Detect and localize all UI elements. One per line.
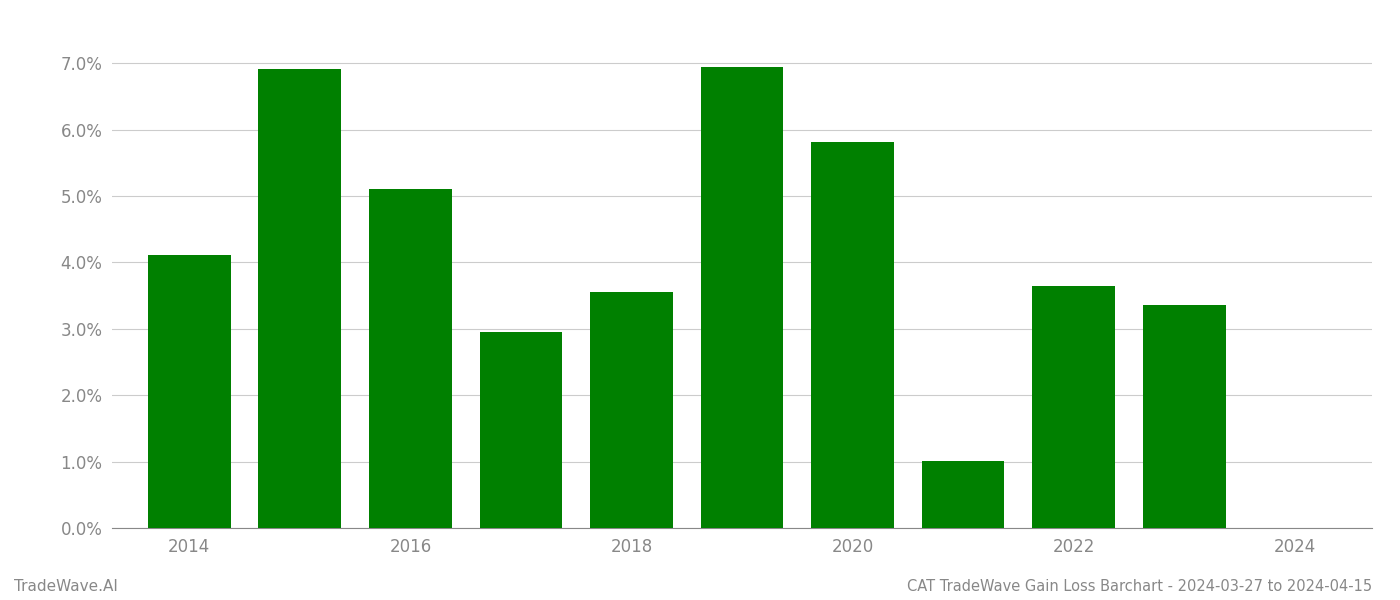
Text: TradeWave.AI: TradeWave.AI bbox=[14, 579, 118, 594]
Bar bbox=[589, 292, 673, 528]
Bar bbox=[479, 332, 563, 528]
Bar bbox=[1032, 286, 1114, 528]
Bar bbox=[811, 142, 895, 528]
Bar bbox=[148, 255, 231, 528]
Bar bbox=[700, 67, 784, 528]
Bar bbox=[370, 188, 452, 528]
Bar bbox=[921, 461, 1004, 528]
Text: CAT TradeWave Gain Loss Barchart - 2024-03-27 to 2024-04-15: CAT TradeWave Gain Loss Barchart - 2024-… bbox=[907, 579, 1372, 594]
Bar bbox=[259, 68, 342, 528]
Bar bbox=[1142, 305, 1225, 528]
